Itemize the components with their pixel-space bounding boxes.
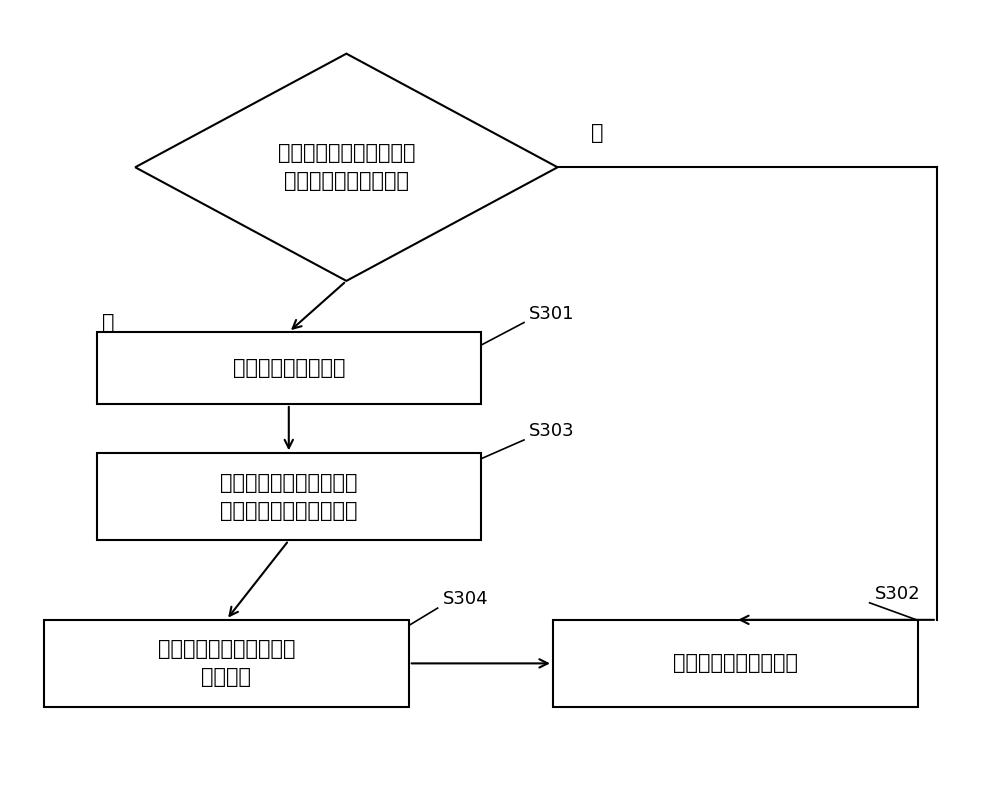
Text: 是: 是 [102,312,114,332]
Text: S302: S302 [874,585,920,603]
Text: 若地面识别系数下降至第
二阈值，则进入迟滞区间: 若地面识别系数下降至第 二阈值，则进入迟滞区间 [220,473,358,521]
Text: 输出识别结果为非地毯: 输出识别结果为非地毯 [673,653,798,673]
FancyBboxPatch shape [44,620,409,707]
FancyBboxPatch shape [97,453,481,540]
Text: S303: S303 [529,422,574,440]
Text: S301: S301 [529,305,574,323]
Text: 地面识别系数稳定在第二
阈值以下: 地面识别系数稳定在第二 阈值以下 [158,639,295,687]
Text: 地面识别系数在第一预设
时间内均大于第一阈值: 地面识别系数在第一预设 时间内均大于第一阈值 [278,144,415,191]
Text: 输出识别结果为地毯: 输出识别结果为地毯 [233,358,345,378]
Polygon shape [135,54,558,281]
FancyBboxPatch shape [553,620,918,707]
FancyBboxPatch shape [97,332,481,404]
Text: S304: S304 [442,590,488,608]
Text: 否: 否 [591,123,604,143]
